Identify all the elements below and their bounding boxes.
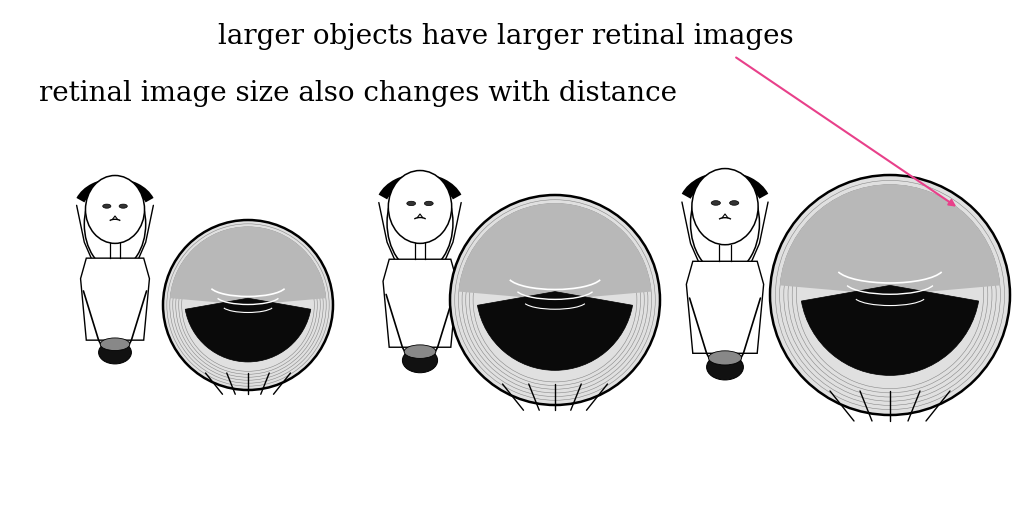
Ellipse shape bbox=[388, 170, 452, 243]
Wedge shape bbox=[477, 292, 633, 370]
Circle shape bbox=[450, 195, 660, 405]
Ellipse shape bbox=[404, 345, 435, 358]
Ellipse shape bbox=[706, 354, 743, 380]
Wedge shape bbox=[170, 227, 326, 305]
Ellipse shape bbox=[424, 201, 433, 206]
Polygon shape bbox=[81, 258, 149, 340]
Wedge shape bbox=[801, 285, 979, 376]
Ellipse shape bbox=[86, 176, 144, 243]
Circle shape bbox=[770, 175, 1010, 415]
Ellipse shape bbox=[711, 200, 721, 205]
Ellipse shape bbox=[84, 179, 146, 269]
Ellipse shape bbox=[403, 348, 437, 373]
Ellipse shape bbox=[100, 338, 130, 351]
Ellipse shape bbox=[692, 168, 758, 244]
Ellipse shape bbox=[691, 172, 759, 274]
Polygon shape bbox=[383, 259, 457, 347]
Polygon shape bbox=[687, 261, 763, 353]
Text: retinal image size also changes with distance: retinal image size also changes with dis… bbox=[39, 80, 677, 107]
Text: larger objects have larger retinal images: larger objects have larger retinal image… bbox=[218, 23, 794, 50]
Ellipse shape bbox=[708, 351, 742, 365]
Circle shape bbox=[162, 220, 333, 390]
Ellipse shape bbox=[730, 200, 739, 205]
Ellipse shape bbox=[387, 175, 453, 271]
Ellipse shape bbox=[407, 201, 416, 206]
Wedge shape bbox=[459, 204, 651, 300]
Ellipse shape bbox=[102, 204, 111, 208]
Ellipse shape bbox=[98, 341, 132, 364]
Ellipse shape bbox=[120, 204, 128, 208]
Wedge shape bbox=[780, 184, 1000, 295]
Wedge shape bbox=[185, 298, 311, 362]
